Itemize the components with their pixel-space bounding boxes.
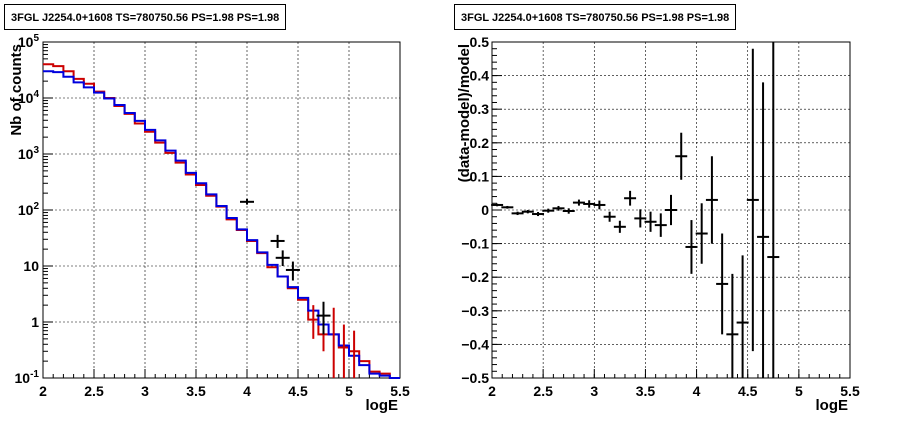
left-x-tick-label: 4 — [243, 383, 251, 399]
right-x-tick-label: 2 — [488, 383, 496, 399]
right-x-tick-label: 4 — [693, 383, 701, 399]
left-x-tick-label: 3 — [141, 383, 149, 399]
right-x-tick-label: 4.5 — [738, 383, 758, 399]
left-x-tick-label: 4.5 — [288, 383, 308, 399]
right-y-tick-label: 0 — [481, 202, 489, 218]
left-y-tick-label: 1 — [31, 314, 39, 330]
right-y-tick-label: 0.5 — [470, 34, 490, 50]
right-plot-title: 3FGL J2254.0+1608 TS=780750.56 PS=1.98 P… — [454, 4, 737, 30]
left-x-tick-label: 3.5 — [186, 383, 206, 399]
left-y-tick-label: 10-1 — [15, 369, 40, 386]
left-y-tick-label: 103 — [18, 145, 40, 162]
right-y-tick-label: −0.4 — [461, 336, 489, 352]
right-x-axis-label: logE — [816, 397, 849, 414]
right-y-tick-label: −0.1 — [461, 236, 489, 252]
right-y-tick-label: 0.2 — [470, 135, 490, 151]
blue-histogram-line — [43, 70, 400, 379]
right-x-tick-label: 5 — [795, 383, 803, 399]
left-x-tick-label: 2.5 — [84, 383, 104, 399]
right-x-tick-label: 2.5 — [533, 383, 553, 399]
left-plot-title: 3FGL J2254.0+1608 TS=780750.56 PS=1.98 P… — [4, 4, 287, 30]
red-histogram-line — [43, 63, 400, 379]
left-y-tick-label: 105 — [18, 33, 40, 50]
right-y-tick-label: −0.2 — [461, 269, 489, 285]
right-y-tick-label: −0.3 — [461, 303, 489, 319]
right-y-axis-label: (data-model)/model — [456, 44, 473, 182]
right-y-tick-label: 0.4 — [470, 68, 490, 84]
right-x-tick-label: 3 — [590, 383, 598, 399]
right-x-tick-label: 5.5 — [840, 383, 860, 399]
right-y-tick-label: 0.1 — [470, 168, 490, 184]
right-x-tick-label: 3.5 — [636, 383, 656, 399]
right-y-tick-label: −0.5 — [461, 370, 489, 386]
left-x-tick-label: 2 — [39, 383, 47, 399]
left-x-axis-label: logE — [366, 397, 399, 414]
left-x-tick-label: 5.5 — [390, 383, 410, 399]
left-y-tick-label: 104 — [18, 89, 40, 106]
right-y-tick-label: 0.3 — [470, 101, 490, 117]
left-x-tick-label: 5 — [345, 383, 353, 399]
left-y-tick-label: 102 — [18, 201, 40, 218]
left-y-tick-label: 10 — [23, 258, 39, 274]
left-y-axis-label: Nb of counts — [8, 44, 25, 136]
